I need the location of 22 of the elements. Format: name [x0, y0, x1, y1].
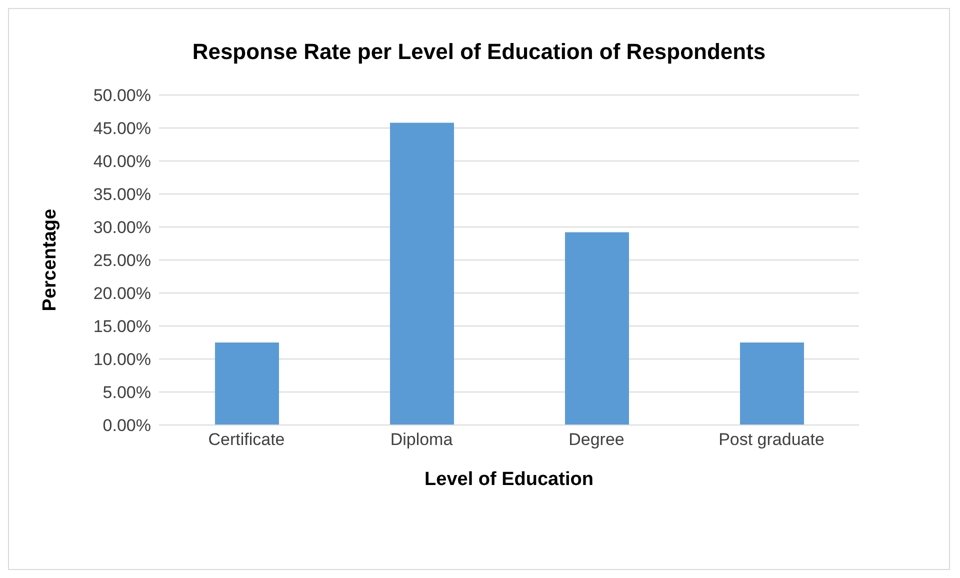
y-tick-label: 45.00% [93, 119, 151, 138]
x-tick-label: Degree [568, 430, 624, 450]
bar [215, 342, 279, 425]
y-axis-title: Percentage [40, 208, 61, 312]
y-tick-label: 5.00% [102, 383, 151, 402]
y-tick-label: 30.00% [93, 218, 151, 238]
bar [740, 342, 804, 425]
y-tick-label: 15.00% [93, 317, 151, 336]
x-tick-label: Post graduate [718, 430, 824, 450]
y-tick-label: 40.00% [93, 152, 151, 172]
x-axis-title: Level of Education [424, 469, 594, 490]
bar [390, 122, 454, 425]
y-tick-label: 25.00% [93, 251, 151, 270]
y-tick-label: 10.00% [93, 350, 151, 370]
y-tick-label: 20.00% [93, 284, 151, 304]
y-tick-label: 35.00% [93, 185, 151, 204]
y-tick-label: 0.00% [102, 416, 151, 436]
x-tick-label: Diploma [390, 430, 454, 450]
chart-title: Response Rate per Level of Education of Respondents [191, 39, 767, 65]
y-tick-label: 50.00% [93, 86, 151, 106]
x-tick-label: Certificate [208, 430, 285, 450]
bar [565, 232, 629, 425]
